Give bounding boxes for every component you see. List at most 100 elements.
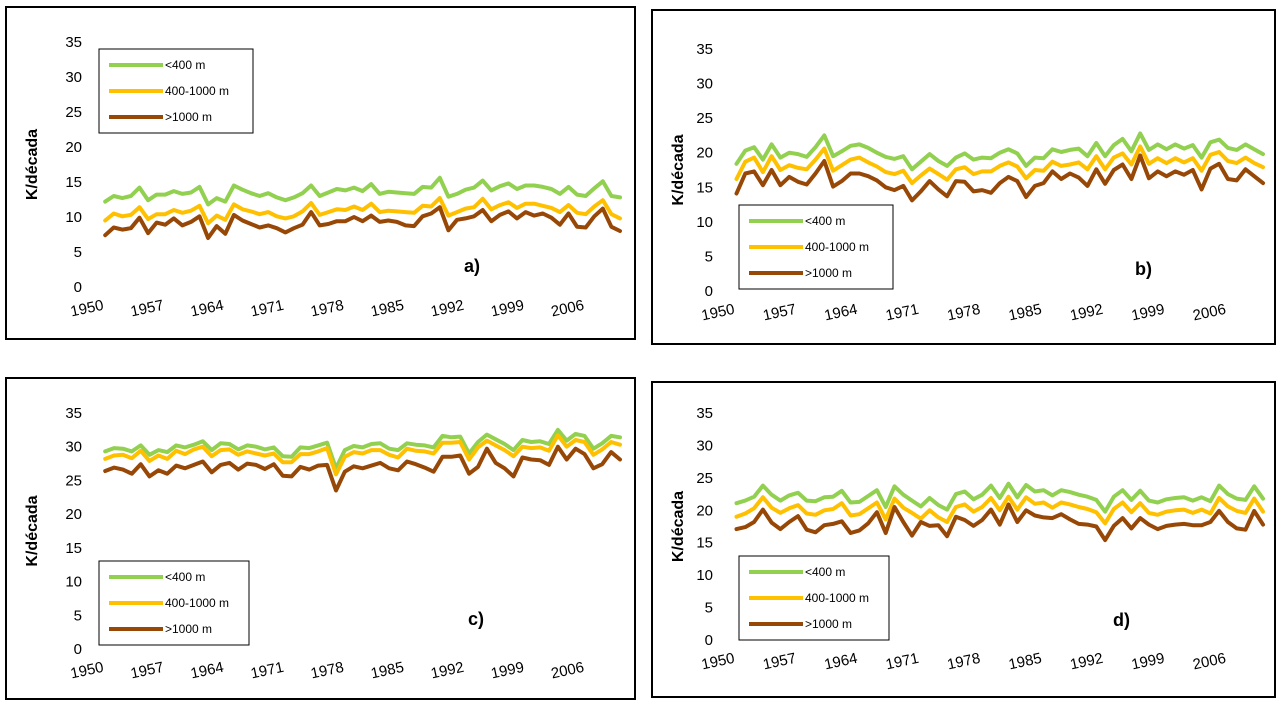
chart-svg-a: 0 5 10 15 20 25 30 35 K/década 1950 1957 1964 1971 19… xyxy=(24,34,622,321)
x-tick-label: 1957 xyxy=(761,301,797,325)
y-axis-title: K/década xyxy=(24,495,41,566)
y-tick-label: 30 xyxy=(696,437,713,454)
x-tick-label: 1978 xyxy=(946,650,982,674)
chart-svg-d: 0 5 10 15 20 25 30 35 K/década 1950 1957 1964 1971 19… xyxy=(670,405,1265,674)
y-tick-label: 15 xyxy=(65,540,82,557)
y-tick-label: 10 xyxy=(696,214,713,231)
x-tick-label: 1971 xyxy=(249,659,285,683)
y-tick-label: 35 xyxy=(65,405,82,422)
y-tick-label: 5 xyxy=(74,607,82,624)
x-tick-label: 1985 xyxy=(1007,650,1043,674)
y-tick-label: 25 xyxy=(65,472,82,489)
series-line-1 xyxy=(734,131,1265,172)
series-line-2 xyxy=(103,433,622,477)
x-tick-label: 1964 xyxy=(189,297,225,321)
x-tick-label: 1964 xyxy=(823,650,859,674)
x-tick-label: 1978 xyxy=(946,301,982,325)
y-tick-label: 10 xyxy=(696,567,713,584)
x-tick-label: 1957 xyxy=(761,650,797,674)
x-tick-label: 2006 xyxy=(549,297,585,321)
chart-panel-c: 0 5 10 15 20 25 30 35 K/década 1950 1957 1964 1971 19… xyxy=(5,377,636,700)
series-line-3 xyxy=(734,153,1265,203)
y-axis-title: K/década xyxy=(24,129,41,200)
y-tick-label: 25 xyxy=(65,104,82,121)
legend-entry: <400 m xyxy=(165,58,205,72)
y-tick-label: 5 xyxy=(74,244,82,261)
x-tick-label: 1971 xyxy=(249,297,285,321)
y-tick-label: 5 xyxy=(705,248,713,265)
series-line-2 xyxy=(734,494,1265,526)
x-tick-label: 1971 xyxy=(884,650,920,674)
y-tick-label: 10 xyxy=(65,209,82,226)
series-line-1 xyxy=(103,427,622,471)
y-tick-label: 15 xyxy=(696,179,713,196)
x-tick-label: 1957 xyxy=(129,659,165,683)
y-tick-label: 0 xyxy=(705,632,713,649)
panel-label: b) xyxy=(1135,259,1152,279)
x-tick-label: 1971 xyxy=(884,301,920,325)
y-tick-label: 0 xyxy=(74,279,82,296)
y-tick-label: 5 xyxy=(705,600,713,617)
y-tick-label: 0 xyxy=(705,283,713,300)
y-tick-label: 15 xyxy=(65,174,82,191)
y-tick-label: 35 xyxy=(65,34,82,51)
legend-entry: <400 m xyxy=(165,570,205,584)
y-tick-label: 20 xyxy=(696,145,713,162)
x-tick-label: 1999 xyxy=(1130,650,1166,674)
legend: <400 m 400-1000 m >1000 m xyxy=(98,48,254,134)
series-line-3 xyxy=(103,205,622,240)
x-tick-label: 1964 xyxy=(823,301,859,325)
legend: <400 m 400-1000 m >1000 m xyxy=(738,555,890,641)
y-tick-label: 30 xyxy=(696,76,713,93)
y-tick-label: 25 xyxy=(696,470,713,487)
x-tick-label: 1985 xyxy=(369,297,405,321)
chart-panel-a: 0 5 10 15 20 25 30 35 K/década 1950 1957 1964 1971 19… xyxy=(5,6,636,340)
chart-svg-b: 0 5 10 15 20 25 30 35 K/década 1950 1957 1964 1971 19… xyxy=(670,41,1265,325)
legend-entry: <400 m xyxy=(805,214,845,228)
y-tick-label: 10 xyxy=(65,574,82,591)
x-tick-label: 1957 xyxy=(129,297,165,321)
x-tick-label: 1999 xyxy=(1130,301,1166,325)
legend-entry: 400-1000 m xyxy=(805,240,869,254)
legend-entry: 400-1000 m xyxy=(805,591,869,605)
panel-label: c) xyxy=(468,609,484,629)
legend-entry: >1000 m xyxy=(165,622,212,636)
y-tick-label: 0 xyxy=(74,641,82,658)
y-tick-label: 15 xyxy=(696,535,713,552)
series-line-3 xyxy=(103,444,622,493)
x-tick-label: 1999 xyxy=(489,659,525,683)
series-line-3 xyxy=(734,502,1265,543)
x-tick-label: 1950 xyxy=(69,297,105,321)
y-axis-title: K/década xyxy=(670,491,687,562)
x-tick-label: 1992 xyxy=(429,297,465,321)
x-tick-label: 1999 xyxy=(489,297,525,321)
legend-entry: >1000 m xyxy=(805,617,852,631)
y-tick-label: 30 xyxy=(65,439,82,456)
legend-entry: 400-1000 m xyxy=(165,596,229,610)
panel-label: a) xyxy=(464,256,480,276)
y-tick-label: 20 xyxy=(696,502,713,519)
series-line-1 xyxy=(103,175,622,207)
x-tick-label: 1992 xyxy=(1068,301,1104,325)
x-tick-label: 1985 xyxy=(1007,301,1043,325)
x-tick-label: 1978 xyxy=(309,659,345,683)
y-tick-label: 35 xyxy=(696,41,713,58)
series-line-2 xyxy=(103,196,622,226)
x-tick-label: 1992 xyxy=(429,659,465,683)
series-line-1 xyxy=(734,481,1265,514)
x-tick-label: 1950 xyxy=(700,301,736,325)
legend: <400 m 400-1000 m >1000 m xyxy=(738,204,894,290)
x-tick-label: 2006 xyxy=(1191,301,1227,325)
chart-svg-c: 0 5 10 15 20 25 30 35 K/década 1950 1957 1964 1971 19… xyxy=(24,405,622,683)
x-tick-label: 1950 xyxy=(69,659,105,683)
x-tick-label: 1985 xyxy=(369,659,405,683)
chart-panel-b: 0 5 10 15 20 25 30 35 K/década 1950 1957 1964 1971 19… xyxy=(651,9,1276,345)
series-line-2 xyxy=(734,144,1265,186)
x-tick-label: 1950 xyxy=(700,650,736,674)
chart-panel-d: 0 5 10 15 20 25 30 35 K/década 1950 1957 1964 1971 19… xyxy=(651,381,1276,698)
legend-entry: <400 m xyxy=(805,565,845,579)
y-axis-title: K/década xyxy=(670,134,687,205)
x-tick-label: 2006 xyxy=(1191,650,1227,674)
legend-entry: 400-1000 m xyxy=(165,84,229,98)
panel-label: d) xyxy=(1113,610,1130,630)
